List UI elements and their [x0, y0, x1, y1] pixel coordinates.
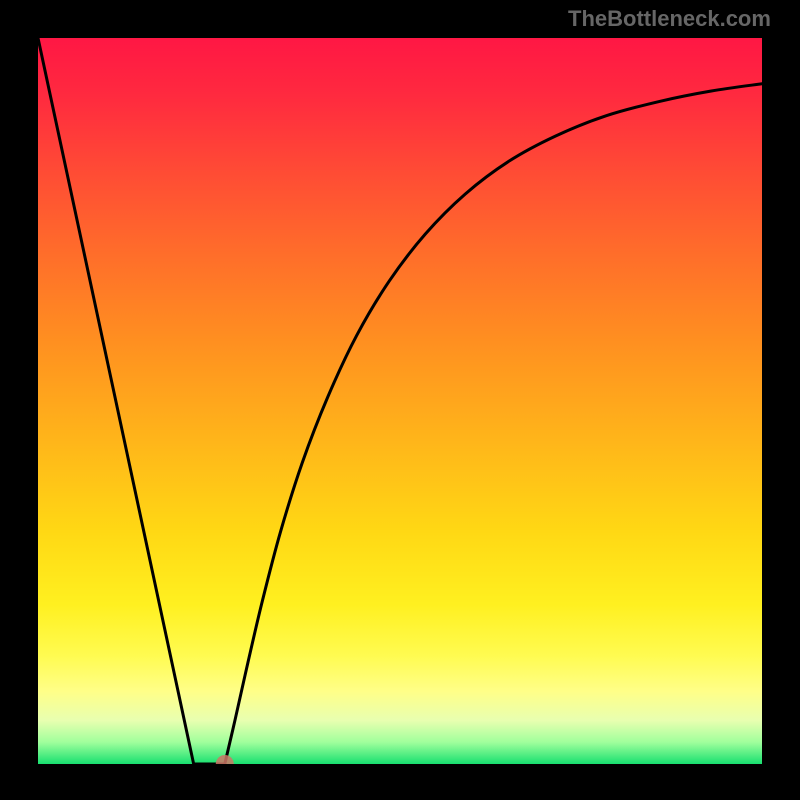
watermark-text: TheBottleneck.com [568, 6, 771, 32]
optimum-marker [216, 755, 234, 764]
bottleneck-curve [38, 38, 762, 764]
plot-area [38, 38, 762, 764]
chart-svg [38, 38, 762, 764]
chart-container: TheBottleneck.com [0, 0, 800, 800]
